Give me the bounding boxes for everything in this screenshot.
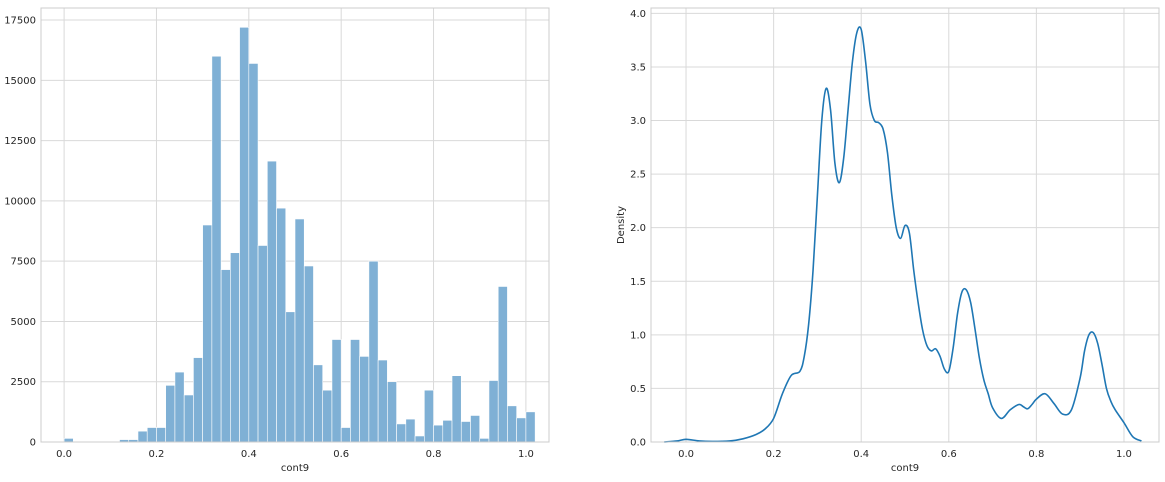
y-axis-label: Density <box>616 206 627 244</box>
histogram-bar <box>340 427 351 443</box>
x-tick-label: 0.0 <box>678 449 694 460</box>
y-tick-label: 0.0 <box>630 438 646 449</box>
density-panel: 0.0 0.2 0.4 0.6 0.8 1.0 0.0 0.5 1.0 1.5 2.0 2.5 3.0 3… <box>616 7 1160 474</box>
histogram-bar <box>414 435 425 443</box>
x-axis-label: cont9 <box>891 463 919 474</box>
histogram-bar <box>183 394 194 443</box>
histogram-bar <box>405 418 416 443</box>
y-tick-label: 2500 <box>11 377 36 388</box>
y-tick-label: 0.5 <box>630 384 646 395</box>
x-tick-label: 1.0 <box>1116 449 1132 460</box>
histogram-bar <box>174 371 185 443</box>
y-tick-label: 1.5 <box>630 277 646 288</box>
x-tick-label: 0.2 <box>149 449 165 460</box>
y-tick-label: 2.0 <box>630 223 646 234</box>
histogram-bar <box>294 218 305 443</box>
density-line <box>664 26 1142 443</box>
x-tick-label: 0.8 <box>426 449 442 460</box>
y-tick-label: 15000 <box>4 76 36 87</box>
x-tick-label: 0.6 <box>941 449 957 460</box>
histogram-bar <box>313 364 324 443</box>
histogram-bar <box>396 423 407 443</box>
y-tick-label: 17500 <box>4 16 36 27</box>
x-tick-label: 0.8 <box>1028 449 1044 460</box>
x-tick-label: 0.6 <box>333 449 349 460</box>
histogram-bar <box>266 160 277 443</box>
y-tick-label: 2.5 <box>630 170 646 181</box>
histogram-bar <box>497 286 508 443</box>
histogram-bar <box>211 55 222 443</box>
histogram-bar <box>470 415 481 443</box>
histogram-bar <box>285 311 296 443</box>
y-tick-label: 3.0 <box>630 116 646 127</box>
histogram-bar <box>248 63 259 443</box>
histogram-bar <box>433 424 444 443</box>
plot-frame <box>650 7 1160 443</box>
y-tick-label: 7500 <box>11 257 36 268</box>
histogram-bar <box>451 375 462 443</box>
y-tick-label: 4.0 <box>630 9 646 20</box>
y-tick-label: 12500 <box>4 136 36 147</box>
x-tick-label: 0.2 <box>766 449 782 460</box>
histogram-bar <box>239 26 250 443</box>
histogram-bar <box>460 421 471 443</box>
histogram-panel: 0.0 0.2 0.4 0.6 0.8 1.0 0 2500 5000 7500 10000 1250… <box>4 7 550 474</box>
x-tick-label: 0.4 <box>853 449 869 460</box>
histogram-bar <box>63 438 74 443</box>
histogram-bar <box>202 224 213 443</box>
histogram-bar <box>525 411 536 443</box>
histogram-bar <box>146 427 157 443</box>
histogram-bar <box>193 357 203 443</box>
y-tick-label: 5000 <box>11 317 36 328</box>
x-tick-label: 0.4 <box>241 449 257 460</box>
histogram-bar <box>322 389 333 443</box>
histogram-bar <box>516 417 527 443</box>
y-tick-label: 1.0 <box>630 330 646 341</box>
histogram-bar <box>220 269 231 443</box>
histogram-bar <box>350 339 360 443</box>
y-tick-label: 3.5 <box>630 62 646 73</box>
plot-frame <box>40 7 550 443</box>
histogram-bar <box>165 385 176 443</box>
histogram-bar <box>377 359 388 443</box>
histogram-bar <box>507 405 517 443</box>
y-tick-label: 10000 <box>4 196 36 207</box>
histogram-bar <box>156 427 166 443</box>
histogram-bar <box>257 245 268 443</box>
histogram-bar <box>488 380 499 443</box>
histogram-bar <box>276 207 287 443</box>
histogram-bar <box>230 252 240 443</box>
x-tick-label: 0.0 <box>56 449 72 460</box>
histogram-bar <box>424 389 434 443</box>
histogram-bar <box>137 430 148 443</box>
y-tick-label: 0 <box>30 438 36 449</box>
x-tick-label: 1.0 <box>518 449 534 460</box>
x-axis-label: cont9 <box>281 463 309 474</box>
histogram-bar <box>479 438 490 443</box>
histogram-bar <box>359 356 370 443</box>
histogram-bar <box>368 260 379 443</box>
histogram-bar <box>442 419 453 443</box>
histogram-bar <box>387 381 397 443</box>
histogram-bar <box>303 265 314 443</box>
histogram-bar <box>331 339 342 443</box>
